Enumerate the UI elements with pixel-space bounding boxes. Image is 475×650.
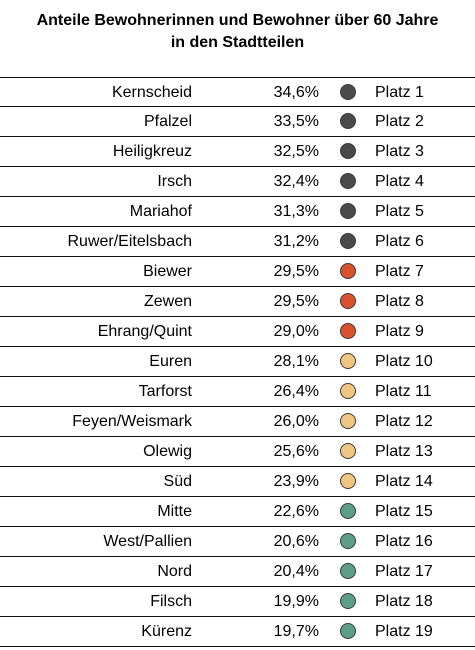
table-row: Mariahof 31,3% Platz 5 [0, 197, 475, 227]
rank-label: Platz 17 [375, 563, 433, 580]
district-name: Ruwer/Eitelsbach [67, 233, 193, 250]
district-name: Filsch [150, 593, 192, 610]
table-row: Tarforst 26,4% Platz 11 [0, 377, 475, 407]
rank-label: Platz 3 [375, 143, 424, 160]
group-marker-dot [340, 113, 356, 129]
district-name: Mitte [157, 503, 192, 520]
share-value: 26,4% [273, 383, 319, 400]
district-name: Zewen [143, 293, 192, 310]
table-row: Kürenz 19,7% Platz 19 [0, 617, 475, 647]
share-value: 32,4% [273, 173, 319, 190]
table-row: Heiligkreuz 32,5% Platz 3 [0, 137, 475, 167]
table-row: Feyen/Weismark 26,0% Platz 12 [0, 407, 475, 437]
district-name: Biewer [143, 263, 192, 280]
share-value: 32,5% [273, 143, 319, 160]
rank-label: Platz 12 [375, 413, 433, 430]
group-marker-dot [340, 293, 356, 309]
share-value: 25,6% [273, 443, 319, 460]
chart-title-text: Anteile Bewohnerinnen und Bewohner über … [36, 12, 439, 51]
district-name: Ehrang/Quint [97, 323, 192, 340]
district-name: Süd [163, 473, 192, 490]
share-value: 28,1% [273, 353, 319, 370]
group-marker-dot [340, 473, 356, 489]
ranking-table: Kernscheid 34,6% Platz 1 Pfalzel 33,5% Platz … [0, 77, 475, 647]
share-value: 33,5% [273, 113, 319, 130]
group-marker-dot [340, 203, 356, 219]
rank-label: Platz 18 [375, 593, 433, 610]
district-name: Feyen/Weismark [72, 413, 192, 430]
table-row: West/Pallien 20,6% Platz 16 [0, 527, 475, 557]
share-value: 31,2% [273, 233, 319, 250]
share-value: 20,6% [273, 533, 319, 550]
district-name: Heiligkreuz [112, 143, 192, 160]
district-name: Kernscheid [111, 84, 192, 101]
table-row: Olewig 25,6% Platz 13 [0, 437, 475, 467]
district-name: Kürenz [141, 623, 192, 640]
district-name: Mariahof [129, 203, 192, 220]
district-name: Euren [149, 353, 192, 370]
share-value: 31,3% [273, 203, 319, 220]
group-marker-dot [340, 84, 356, 100]
table-row: Filsch 19,9% Platz 18 [0, 587, 475, 617]
group-marker-dot [340, 563, 356, 579]
rank-label: Platz 7 [375, 263, 424, 280]
rank-label: Platz 1 [375, 84, 424, 101]
group-marker-dot [340, 233, 356, 249]
share-value: 26,0% [273, 413, 319, 430]
rank-label: Platz 4 [375, 173, 424, 190]
rank-label: Platz 19 [375, 623, 433, 640]
rank-label: Platz 11 [375, 383, 432, 400]
rank-label: Platz 10 [375, 353, 433, 370]
share-value: 34,6% [273, 84, 319, 101]
share-value: 23,9% [273, 473, 319, 490]
table-row: Ehrang/Quint 29,0% Platz 9 [0, 317, 475, 347]
district-name: Olewig [143, 443, 192, 460]
table-row: Nord 20,4% Platz 17 [0, 557, 475, 587]
rank-label: Platz 6 [375, 233, 424, 250]
table-row: Kernscheid 34,6% Platz 1 [0, 77, 475, 107]
group-marker-dot [340, 383, 356, 399]
table-row: Mitte 22,6% Platz 15 [0, 497, 475, 527]
group-marker-dot [340, 623, 356, 639]
share-value: 29,5% [273, 293, 319, 310]
group-marker-dot [340, 443, 356, 459]
table-row: Irsch 32,4% Platz 4 [0, 167, 475, 197]
table-row: Süd 23,9% Platz 14 [0, 467, 475, 497]
share-value: 22,6% [273, 503, 319, 520]
group-marker-dot [340, 533, 356, 549]
rank-label: Platz 14 [375, 473, 433, 490]
district-name: Nord [157, 563, 192, 580]
group-marker-dot [340, 143, 356, 159]
district-name: Irsch [157, 173, 192, 190]
table-row: Biewer 29,5% Platz 7 [0, 257, 475, 287]
district-name: West/Pallien [103, 533, 192, 550]
share-value: 29,0% [273, 323, 319, 340]
rank-label: Platz 9 [375, 323, 424, 340]
rank-label: Platz 13 [375, 443, 433, 460]
table-row: Euren 28,1% Platz 10 [0, 347, 475, 377]
district-name: Tarforst [138, 383, 192, 400]
group-marker-dot [340, 323, 356, 339]
group-marker-dot [340, 353, 356, 369]
share-value: 19,7% [273, 623, 319, 640]
group-marker-dot [340, 263, 356, 279]
group-marker-dot [340, 413, 356, 429]
share-value: 19,9% [273, 593, 319, 610]
rank-label: Platz 16 [375, 533, 433, 550]
group-marker-dot [340, 173, 356, 189]
rank-label: Platz 15 [375, 503, 433, 520]
group-marker-dot [340, 503, 356, 519]
table-row: Zewen 29,5% Platz 8 [0, 287, 475, 317]
group-marker-dot [340, 593, 356, 609]
share-value: 29,5% [273, 263, 319, 280]
rank-label: Platz 5 [375, 203, 424, 220]
district-name: Pfalzel [143, 113, 192, 130]
table-row: Pfalzel 33,5% Platz 2 [0, 107, 475, 137]
share-value: 20,4% [273, 563, 319, 580]
chart-title: Anteile Bewohnerinnen und Bewohner über … [0, 10, 475, 54]
rank-label: Platz 8 [375, 293, 424, 310]
table-row: Ruwer/Eitelsbach 31,2% Platz 6 [0, 227, 475, 257]
rank-label: Platz 2 [375, 113, 424, 130]
